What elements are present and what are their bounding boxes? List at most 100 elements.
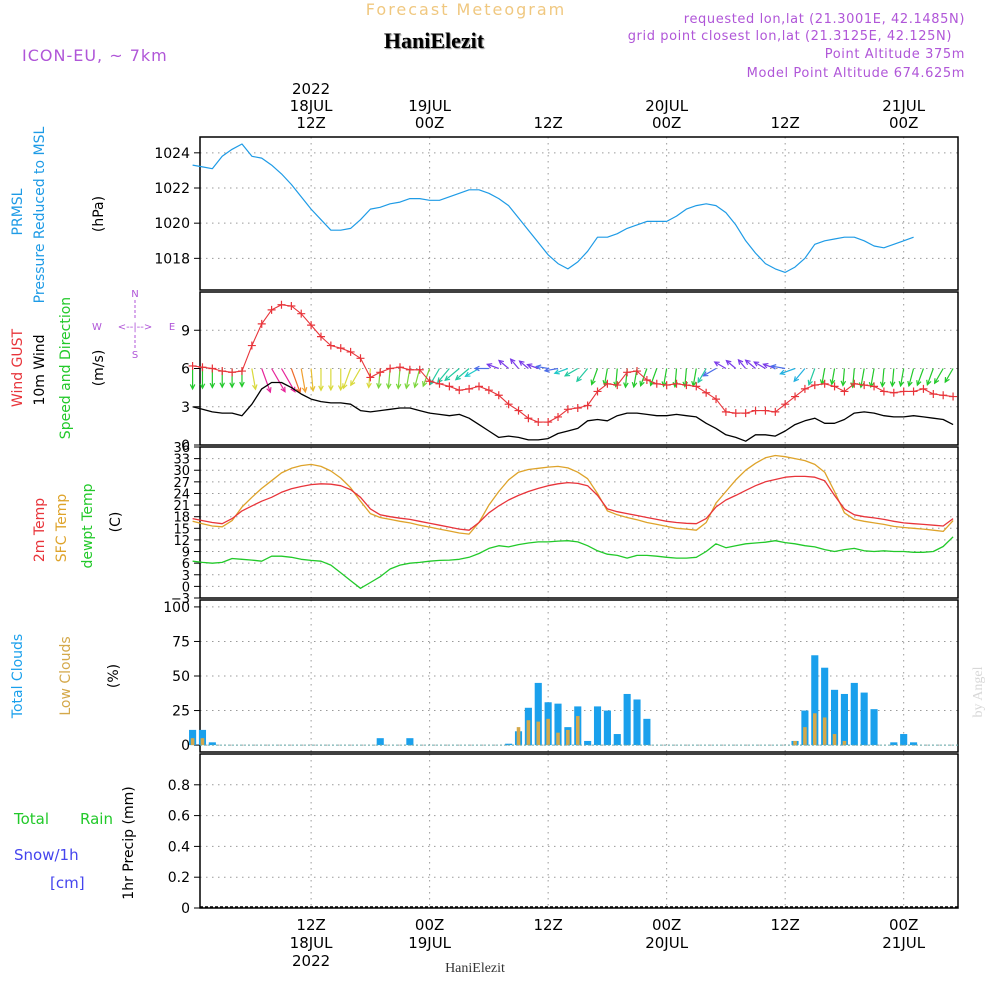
gust-marker-32 xyxy=(504,400,513,409)
ytick-label-temp-6: 15 xyxy=(173,522,190,537)
wind-arrow-shaft-33 xyxy=(510,358,519,369)
ytick-label-clouds-0: 0 xyxy=(181,738,190,754)
time-bottom-label-3-0: 00Z xyxy=(652,916,681,934)
wind-10m-label: 10m Wind xyxy=(32,334,48,405)
ytick-label-temp-12: 33 xyxy=(173,453,190,468)
wind-arrow-66 xyxy=(840,368,847,387)
gust-marker-26 xyxy=(445,382,454,391)
wind-arrow-12 xyxy=(309,368,316,393)
gust-marker-73 xyxy=(909,387,918,396)
location-title: HaniElezit xyxy=(384,28,485,53)
gust-marker-65 xyxy=(830,382,839,391)
wind-arrow-42 xyxy=(602,368,608,387)
wind-arrow-head-65 xyxy=(829,379,836,386)
ytick-label-clouds-2: 50 xyxy=(172,669,190,685)
low-cloud-bar-61 xyxy=(793,740,797,746)
gust-marker-70 xyxy=(879,387,888,396)
wind-arrow-shaft-16 xyxy=(342,368,352,389)
wind-arrow-head-60 xyxy=(770,364,777,370)
wind-arrow-shaft-17 xyxy=(350,368,362,386)
wind-arrow-shaft-76 xyxy=(934,368,944,384)
gust-marker-64 xyxy=(820,379,829,388)
model-label: ICON-EU, ~ 7km xyxy=(22,46,168,65)
wind-arrow-62 xyxy=(793,368,806,383)
time-top-label-0-1: 18JUL xyxy=(290,97,333,115)
wind-arrow-head-74 xyxy=(916,380,922,387)
wind-arrow-head-57 xyxy=(744,359,751,366)
wind-arrow-head-21 xyxy=(395,383,402,390)
wind-arrow-53 xyxy=(702,367,717,377)
gust-marker-75 xyxy=(929,390,938,398)
wind-arrow-head-12 xyxy=(309,385,316,393)
wind-arrow-21 xyxy=(395,368,402,390)
wind-arrow-10 xyxy=(290,368,302,394)
wind-arrow-shaft-53 xyxy=(703,367,717,377)
gust-marker-23 xyxy=(415,365,424,374)
gust-marker-11 xyxy=(297,309,306,318)
wind-arrow-shaft-12 xyxy=(310,368,314,391)
wind-arrow-head-48 xyxy=(661,381,668,388)
gust-marker-48 xyxy=(662,381,671,390)
gust-marker-31 xyxy=(494,391,503,400)
series-wind-gust-line xyxy=(192,304,954,423)
wind-arrow-1 xyxy=(199,368,206,390)
wind-arrow-74 xyxy=(916,368,924,387)
gust-marker-21 xyxy=(395,363,404,372)
panel-wind: 0 3 6 9 xyxy=(181,291,959,454)
title-faded: Forecast Meteogram xyxy=(366,0,566,19)
wind-arrow-head-23 xyxy=(413,382,419,389)
gust-marker-41 xyxy=(593,387,602,396)
wind-arrow-head-46 xyxy=(639,380,645,387)
wind-arrow-shaft-40 xyxy=(576,368,589,382)
wind-arrow-32 xyxy=(497,359,510,369)
ytick-label-temp-5: 12 xyxy=(173,534,190,549)
clouds-total-label: Total Clouds xyxy=(10,634,26,719)
gust-marker-61 xyxy=(791,392,800,401)
wind-arrow-61 xyxy=(779,367,796,376)
wind-arrow-shaft-37 xyxy=(544,367,559,372)
wind-arrow-27 xyxy=(444,368,460,382)
temp-2m-label: 2m Temp xyxy=(32,498,48,562)
wind-arrow-head-4 xyxy=(229,382,235,389)
gust-marker-6 xyxy=(247,341,256,350)
wind-arrow-55 xyxy=(725,359,737,369)
compass-horizontal-arrow: <--|--> xyxy=(118,322,153,333)
gust-marker-42 xyxy=(603,379,612,388)
wind-arrow-28 xyxy=(454,368,470,381)
wind-arrow-shaft-71 xyxy=(891,368,895,387)
gust-marker-55 xyxy=(731,409,740,418)
wind-arrow-head-38 xyxy=(553,369,560,375)
wind-arrow-shaft-31 xyxy=(487,363,499,370)
wind-arrow-shaft-61 xyxy=(780,367,796,375)
total-cloud-bar-65 xyxy=(830,689,839,746)
precip-total-label: Total xyxy=(13,810,49,828)
gust-marker-38 xyxy=(563,405,572,414)
gust-marker-4 xyxy=(228,368,237,377)
gust-marker-36 xyxy=(544,418,553,427)
wind-arrow-23 xyxy=(413,368,421,389)
wind-arrow-shaft-62 xyxy=(793,368,806,382)
total-cloud-bar-19 xyxy=(376,738,384,746)
wind-arrow-shaft-27 xyxy=(444,368,460,381)
gust-marker-22 xyxy=(405,365,414,374)
gust-marker-16 xyxy=(346,347,355,356)
gust-marker-37 xyxy=(554,412,563,421)
wind-arrow-head-5 xyxy=(239,381,245,388)
wind-arrow-shaft-66 xyxy=(842,368,846,386)
wind-arrow-head-35 xyxy=(526,363,533,369)
wind-arrow-head-34 xyxy=(518,360,525,366)
series-dewpoint-line xyxy=(192,536,954,589)
time-top-label-1-1: 00Z xyxy=(415,114,444,132)
footer-location: HaniElezit xyxy=(445,961,505,976)
temp-unit: (C) xyxy=(108,512,124,533)
precip-snow-label: Snow/1h xyxy=(14,846,79,864)
ytick-label-clouds-4: 100 xyxy=(163,600,190,616)
wind-arrow-shaft-69 xyxy=(870,368,875,388)
wind-arrow-shaft-50 xyxy=(684,368,688,387)
gust-marker-62 xyxy=(800,384,809,393)
frame-precip xyxy=(199,753,959,909)
wind-arrow-14 xyxy=(328,368,334,392)
wind-arrow-shaft-38 xyxy=(554,367,569,374)
total-cloud-bar-42 xyxy=(603,710,611,746)
